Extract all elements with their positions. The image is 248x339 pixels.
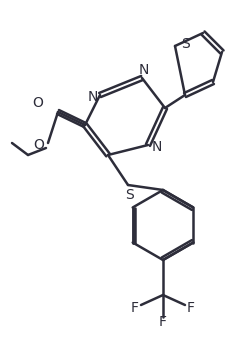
Text: O: O [33, 138, 44, 152]
Text: S: S [126, 188, 134, 202]
Text: F: F [187, 301, 195, 315]
Text: N: N [139, 63, 149, 77]
Text: F: F [131, 301, 139, 315]
Text: N: N [88, 90, 98, 104]
Text: F: F [159, 315, 167, 329]
Text: O: O [32, 96, 43, 110]
Text: S: S [181, 37, 189, 51]
Text: N: N [152, 140, 162, 154]
